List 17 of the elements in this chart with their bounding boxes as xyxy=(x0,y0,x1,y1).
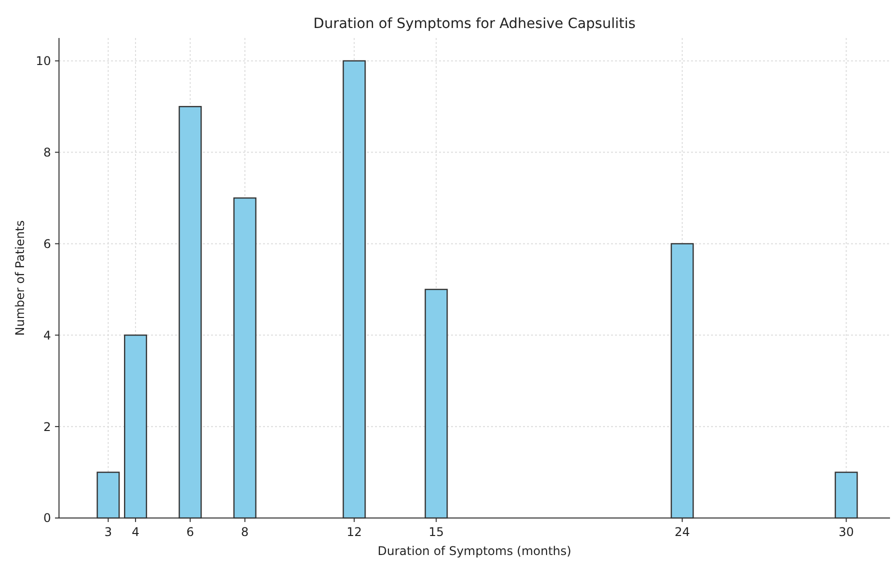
y-tick-label: 2 xyxy=(43,420,51,434)
y-tick-label: 0 xyxy=(43,511,51,526)
chart-title: Duration of Symptoms for Adhesive Capsulitis xyxy=(313,16,636,32)
y-axis-title: Number of Patients xyxy=(13,220,27,336)
x-tick-label: 6 xyxy=(186,525,194,539)
x-tick-label: 30 xyxy=(838,525,854,539)
x-tick-label: 24 xyxy=(674,525,690,539)
x-tick-label: 3 xyxy=(104,525,112,539)
y-tick-label: 4 xyxy=(43,328,51,342)
x-axis-title: Duration of Symptoms (months) xyxy=(378,544,572,558)
x-tick-label: 4 xyxy=(132,525,140,539)
y-tick-label: 6 xyxy=(43,236,51,251)
x-tick-label: 12 xyxy=(346,525,362,539)
x-tick-label: 15 xyxy=(428,525,444,539)
x-tick-label: 8 xyxy=(241,525,249,539)
y-tick-label: 10 xyxy=(36,54,51,68)
y-tick-label: 8 xyxy=(43,145,51,160)
